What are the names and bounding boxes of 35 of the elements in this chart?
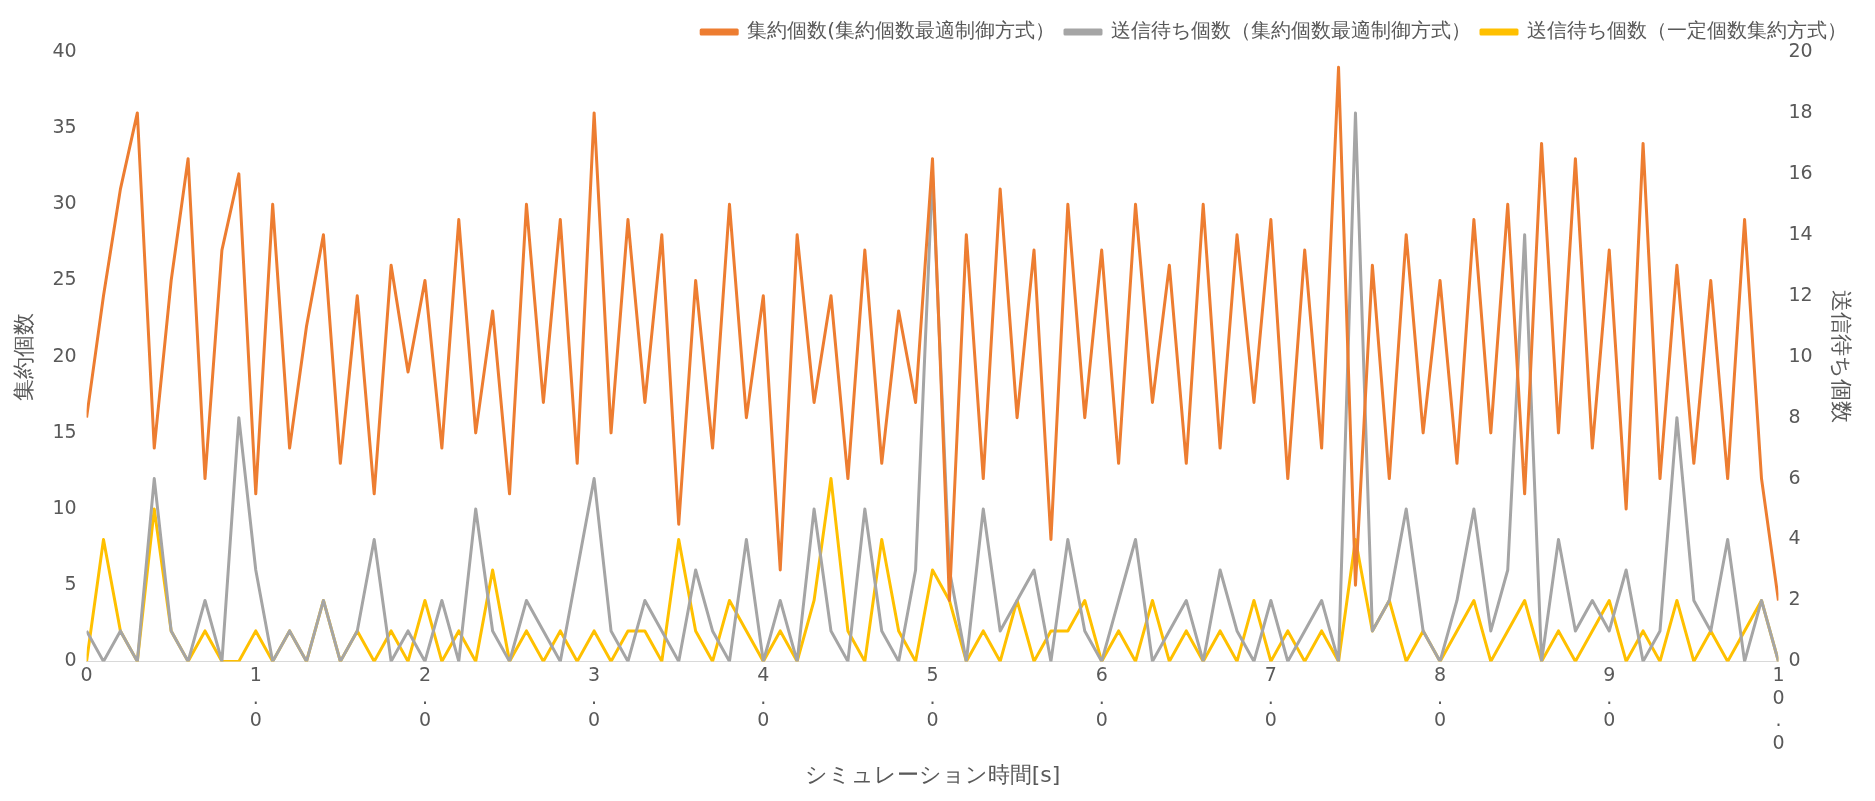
y-tick-label: 40 bbox=[52, 38, 77, 61]
x-tick-label: 3.0 bbox=[588, 662, 601, 731]
y-axis-title: 集約個数 bbox=[10, 312, 36, 401]
y2-tick-label: 18 bbox=[1788, 99, 1813, 122]
x-tick-label: 2.0 bbox=[418, 662, 431, 731]
x-tick-label: 5.0 bbox=[926, 662, 939, 731]
y-tick-label: 35 bbox=[52, 115, 77, 138]
y-tick-label: 30 bbox=[52, 191, 77, 214]
y2-tick-label: 16 bbox=[1788, 160, 1813, 183]
x-tick-label: 7.0 bbox=[1264, 662, 1277, 731]
y2-axis-title: 送信待ち個数 bbox=[1829, 290, 1855, 424]
y-tick-label: 10 bbox=[52, 495, 77, 518]
x-tick-label: 6.0 bbox=[1095, 662, 1108, 731]
y-tick-label: 5 bbox=[64, 572, 77, 595]
y-tick-label: 25 bbox=[52, 267, 77, 290]
x-tick-label: 0 bbox=[80, 662, 93, 685]
legend-label: 集約個数(集約個数最適制御方式） bbox=[747, 18, 1056, 43]
y2-tick-label: 8 bbox=[1788, 404, 1801, 427]
y-tick-label: 0 bbox=[64, 648, 77, 671]
y2-tick-label: 0 bbox=[1788, 648, 1801, 671]
y-tick-label: 20 bbox=[52, 343, 77, 366]
y2-tick-label: 4 bbox=[1788, 526, 1801, 549]
x-axis-title: シミュレーション時間[s] bbox=[804, 761, 1061, 787]
x-tick-label: 4.0 bbox=[757, 662, 770, 731]
y2-tick-label: 10 bbox=[1788, 343, 1813, 366]
x-tick-label: 9.0 bbox=[1603, 662, 1616, 731]
x-tick-label: 1.0 bbox=[249, 662, 262, 731]
x-tick-label: 10.0 bbox=[1772, 662, 1785, 754]
y2-tick-label: 6 bbox=[1788, 465, 1801, 488]
legend-label: 送信待ち個数（集約個数最適制御方式） bbox=[1111, 18, 1471, 43]
y2-tick-label: 12 bbox=[1788, 282, 1813, 305]
y2-tick-label: 2 bbox=[1788, 587, 1801, 610]
x-tick-label: 8.0 bbox=[1434, 662, 1447, 731]
y-tick-label: 15 bbox=[52, 419, 77, 442]
y2-tick-label: 14 bbox=[1788, 221, 1813, 244]
